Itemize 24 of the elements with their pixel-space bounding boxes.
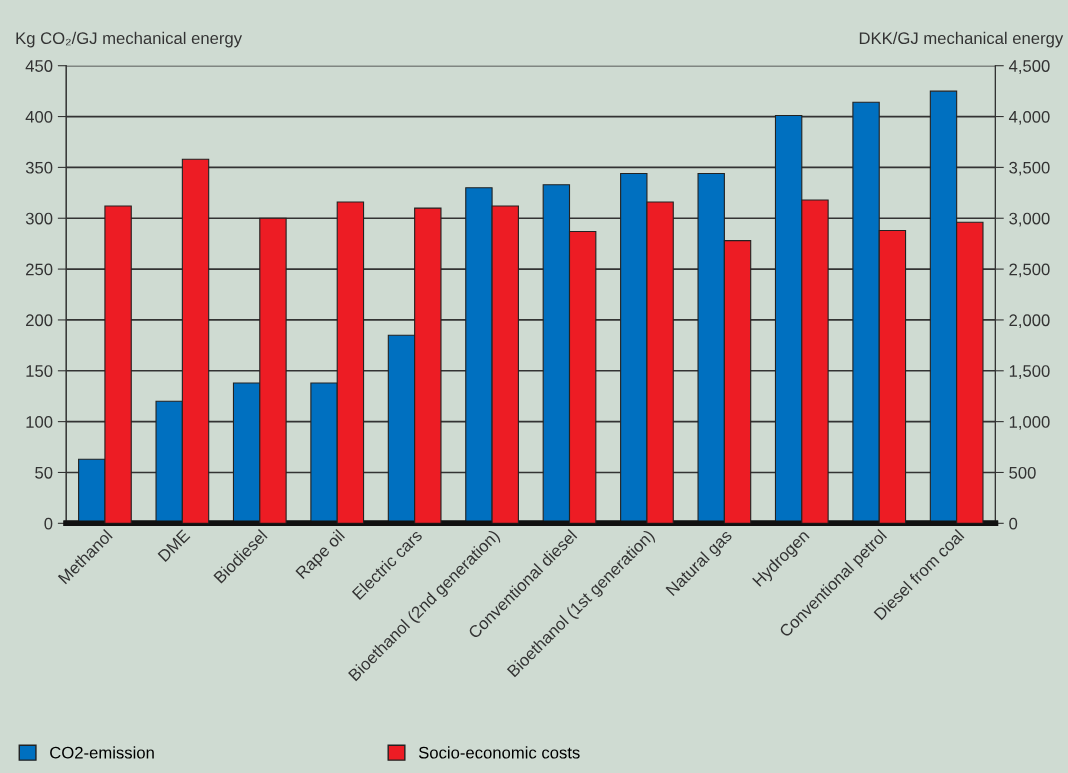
y-axis-title: Kg CO₂/GJ mechanical energy xyxy=(16,31,243,48)
legend-label: Socio-economic costs xyxy=(418,746,580,759)
y-tick-label: 0 xyxy=(44,517,53,530)
legend-label: CO2-emission xyxy=(50,746,154,759)
y-tick-label: 300 xyxy=(25,212,53,225)
y2-tick-label: 1,500 xyxy=(1009,365,1050,379)
y2-tick-label: 0 xyxy=(1009,517,1018,530)
y-tick-label: 150 xyxy=(26,365,53,377)
y-tick-label: 450 xyxy=(25,60,53,72)
y-tick-label: 100 xyxy=(26,416,53,428)
y-tick-label: 350 xyxy=(25,161,53,174)
y2-tick-label: 2,500 xyxy=(1009,263,1050,278)
y2-tick-label: 3,000 xyxy=(1009,212,1050,227)
y2-tick-label: 1,000 xyxy=(1009,416,1050,430)
y2-tick-label: 4,500 xyxy=(1008,60,1050,74)
y-tick-label: 400 xyxy=(25,110,53,123)
y2-tick-label: 2,000 xyxy=(1009,314,1050,329)
y2-tick-label: 4,000 xyxy=(1008,110,1050,125)
y-tick-label: 250 xyxy=(26,263,53,276)
y-tick-label: 200 xyxy=(26,314,53,327)
y2-tick-label: 500 xyxy=(1009,466,1036,479)
y2-axis-title: DKK/GJ mechanical energy xyxy=(859,31,1064,48)
y-tick-label: 50 xyxy=(35,466,53,479)
y2-tick-label: 3,500 xyxy=(1009,161,1050,176)
